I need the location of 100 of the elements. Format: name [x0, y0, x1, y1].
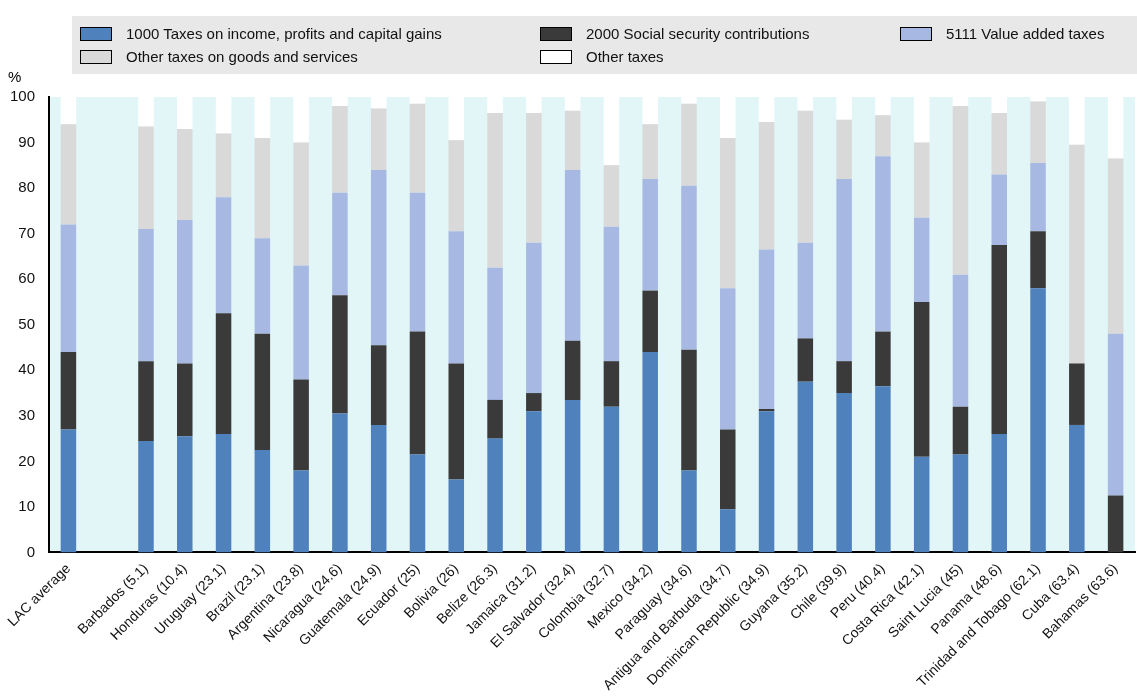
bar	[409, 192, 426, 332]
legend-label: 2000 Social security contributions	[586, 25, 810, 42]
y-tick-label: 70	[18, 223, 36, 241]
bar	[797, 110, 814, 243]
bar	[526, 242, 542, 394]
bar	[60, 224, 77, 353]
bar	[1107, 158, 1124, 334]
bar	[720, 509, 736, 553]
bar	[370, 97, 387, 109]
y-tick-label: 50	[18, 314, 36, 332]
bar	[293, 97, 309, 143]
bar	[991, 245, 1008, 435]
bar	[1030, 231, 1046, 289]
bar	[836, 119, 852, 179]
bar	[642, 352, 658, 553]
y-tick-label: 20	[18, 451, 36, 469]
bar	[138, 97, 154, 127]
bar	[642, 290, 658, 353]
bar	[797, 97, 814, 111]
bar	[564, 97, 581, 111]
bar	[991, 97, 1008, 113]
y-tick-label: 40	[18, 360, 36, 378]
bar	[177, 219, 193, 364]
bar	[487, 438, 503, 553]
bar	[720, 429, 736, 510]
bar	[1107, 97, 1124, 159]
bar	[448, 97, 465, 141]
y-tick-label: 90	[18, 132, 36, 150]
bar	[797, 338, 814, 382]
bar	[1030, 288, 1046, 553]
bar	[487, 267, 503, 400]
bar	[293, 265, 309, 380]
y-tick-label: 0	[26, 542, 36, 560]
bar	[526, 97, 542, 113]
bar	[1069, 424, 1085, 553]
bar	[952, 97, 969, 107]
bar	[448, 231, 465, 364]
bar	[720, 288, 736, 430]
bar	[913, 142, 930, 218]
bar	[681, 470, 697, 553]
bar	[758, 411, 775, 553]
bar	[1107, 495, 1124, 553]
bar	[60, 124, 77, 225]
bar	[177, 128, 193, 220]
bar	[913, 301, 930, 457]
bar	[409, 103, 426, 193]
bar	[487, 112, 503, 268]
bar	[758, 97, 775, 123]
bar	[1069, 144, 1085, 364]
bar	[332, 295, 348, 414]
bar	[720, 97, 736, 138]
y-tick-label: 60	[18, 269, 36, 287]
bar	[681, 349, 697, 471]
bar	[758, 122, 775, 250]
bar	[332, 192, 348, 296]
bar	[642, 178, 658, 291]
bar	[254, 333, 271, 450]
bar	[875, 115, 891, 157]
bar	[448, 363, 465, 480]
bar	[603, 226, 620, 362]
legend-label: 5111 Value added taxes	[946, 25, 1105, 42]
bar	[797, 242, 814, 339]
bar	[409, 97, 426, 104]
bar	[991, 174, 1008, 246]
bar	[681, 185, 697, 350]
bar	[952, 274, 969, 407]
bar	[642, 97, 658, 125]
bar	[215, 97, 232, 134]
bar	[836, 97, 852, 120]
bar	[254, 450, 271, 553]
bar	[1030, 97, 1046, 102]
bar	[138, 361, 154, 441]
bar	[293, 470, 309, 553]
bar	[293, 379, 309, 471]
bar	[526, 411, 542, 553]
y-axis-title: %	[8, 68, 22, 85]
bar	[875, 97, 891, 116]
legend-label: 1000 Taxes on income, profits and capital gains	[126, 25, 442, 42]
bar	[603, 406, 620, 553]
bar	[564, 169, 581, 341]
bar	[448, 140, 465, 232]
bar	[564, 340, 581, 400]
bar	[1030, 101, 1046, 164]
bar	[177, 436, 193, 553]
bar	[370, 424, 387, 553]
legend-label: Other taxes on goods and services	[126, 48, 358, 65]
bar	[177, 363, 193, 437]
bar	[60, 429, 77, 553]
y-tick-label: 10	[18, 497, 36, 515]
bar	[526, 112, 542, 243]
bar	[720, 137, 736, 289]
bar	[177, 97, 193, 129]
bar	[913, 456, 930, 553]
legend-label: Other taxes	[586, 48, 664, 65]
bar	[293, 142, 309, 266]
bar	[952, 106, 969, 275]
bar	[370, 108, 387, 170]
y-tick-label: 100	[10, 87, 36, 105]
bar	[138, 440, 154, 553]
bar	[60, 352, 77, 430]
